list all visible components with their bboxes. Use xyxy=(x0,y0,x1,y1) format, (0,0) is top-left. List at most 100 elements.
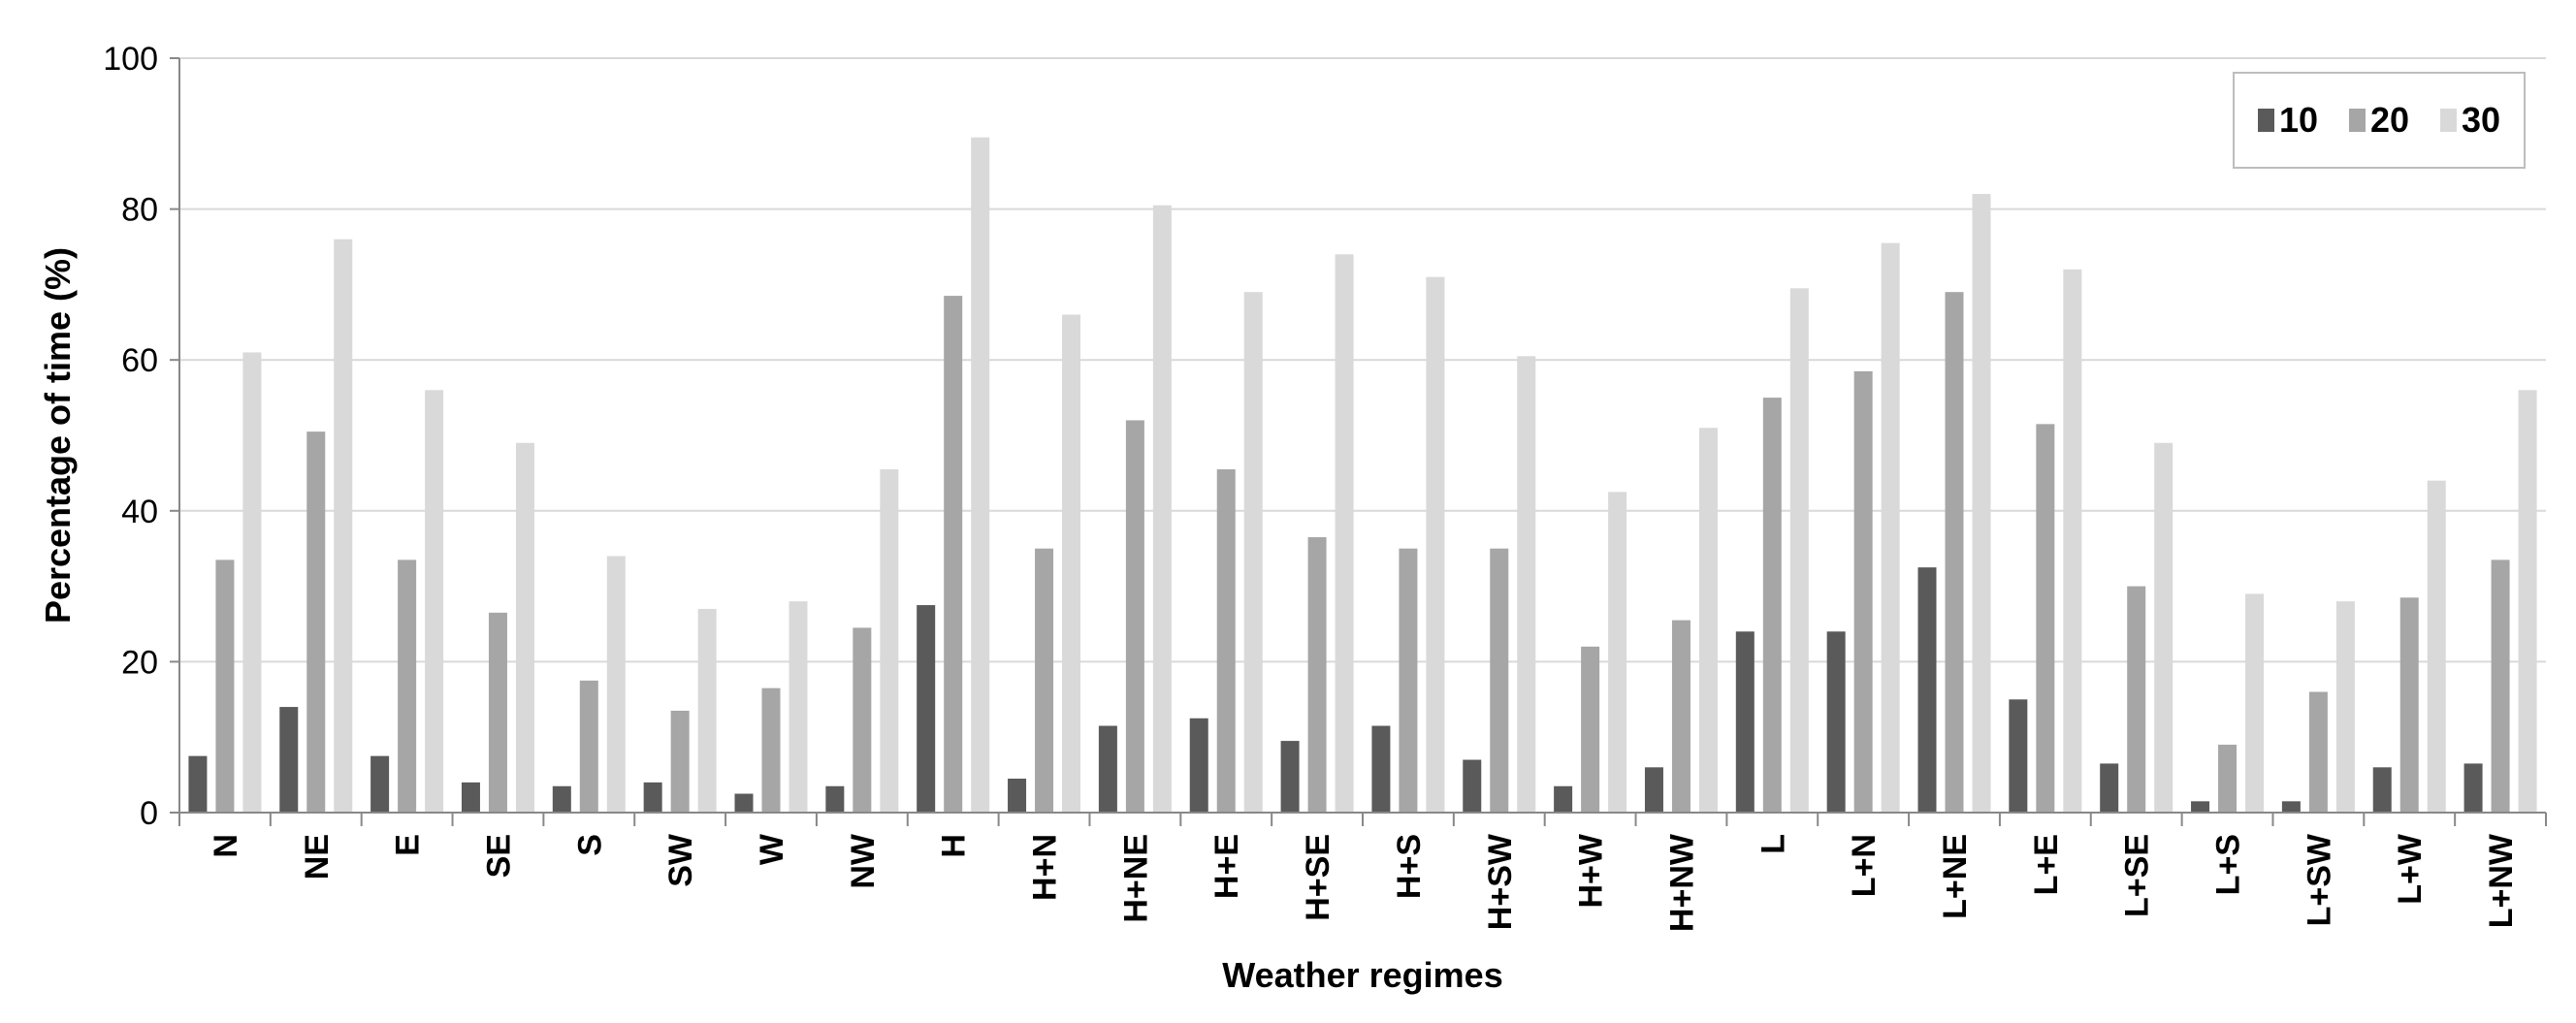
bar-H+NW-30 xyxy=(1698,428,1718,813)
x-tick-label: L+SE xyxy=(2119,834,2156,917)
bar-H+W-20 xyxy=(1581,646,1600,813)
bar-H+SE-20 xyxy=(1307,537,1327,813)
bar-SW-10 xyxy=(643,782,662,813)
legend-box xyxy=(2233,72,2526,169)
bar-L-30 xyxy=(1789,288,1809,813)
bar-L+N-30 xyxy=(1881,242,1900,814)
bar-H+NE-10 xyxy=(1098,725,1117,813)
bar-E-10 xyxy=(370,755,390,813)
bar-L-10 xyxy=(1735,631,1755,813)
bar-L+SE-30 xyxy=(2154,442,2174,813)
bar-H+E-10 xyxy=(1189,718,1208,813)
bar-H-30 xyxy=(971,137,990,813)
y-tick-label: 40 xyxy=(121,494,158,530)
bar-L+S-20 xyxy=(2218,744,2238,813)
bar-SW-30 xyxy=(697,608,717,813)
bar-H+S-30 xyxy=(1426,276,1445,813)
bar-H+E-30 xyxy=(1243,292,1263,813)
bar-NE-30 xyxy=(334,239,353,814)
bar-L+E-20 xyxy=(2036,424,2055,813)
bar-L+NE-30 xyxy=(1972,194,1991,814)
bar-S-20 xyxy=(579,680,598,813)
bar-H+W-10 xyxy=(1554,785,1573,813)
x-tick-label: S xyxy=(571,834,608,856)
gridlines xyxy=(179,57,2546,663)
bar-H+NE-20 xyxy=(1125,420,1144,813)
bar-N-30 xyxy=(242,352,262,813)
bar-H+E-20 xyxy=(1216,469,1236,813)
bar-H+S-10 xyxy=(1371,725,1391,813)
legend-label-10: 10 xyxy=(2279,100,2318,140)
bar-S-30 xyxy=(606,556,626,813)
bar-H+SW-30 xyxy=(1517,356,1536,813)
bar-S-10 xyxy=(552,785,571,813)
bar-NW-30 xyxy=(880,469,899,813)
y-tick-label: 100 xyxy=(103,41,158,78)
bar-H-10 xyxy=(917,605,936,813)
x-tick-label: SE xyxy=(480,834,517,878)
x-tick-label: H+SW xyxy=(1482,833,1519,930)
bar-H+N-30 xyxy=(1062,314,1081,813)
bar-H+NE-30 xyxy=(1152,205,1172,813)
x-tick-label: E xyxy=(390,834,427,856)
x-tick-label: N xyxy=(208,834,244,858)
x-tick-label: H+S xyxy=(1391,834,1428,899)
bar-NW-10 xyxy=(825,785,845,813)
legend-label-30: 30 xyxy=(2462,100,2500,140)
x-tick-label: H+E xyxy=(1208,834,1245,899)
bar-L+NE-20 xyxy=(1945,292,1964,813)
y-axis-ticks: 0 20 40 60 80 100 xyxy=(103,41,179,832)
bar-H+NW-10 xyxy=(1644,767,1663,813)
bar-SW-20 xyxy=(670,710,690,813)
x-tick-label: H xyxy=(936,834,973,858)
bar-L+SW-20 xyxy=(2308,691,2328,813)
bar-L+SW-10 xyxy=(2281,801,2301,813)
bar-L+S-30 xyxy=(2245,593,2265,813)
bar-SE-10 xyxy=(461,782,480,813)
bar-W-10 xyxy=(734,793,754,813)
bar-L+E-10 xyxy=(2009,699,2028,813)
bar-H+SE-30 xyxy=(1335,254,1354,813)
bar-NE-20 xyxy=(306,432,326,813)
bar-SE-30 xyxy=(515,442,534,813)
bar-H+N-10 xyxy=(1008,778,1027,813)
legend-swatch-20 xyxy=(2349,109,2366,132)
y-tick-label: 60 xyxy=(121,342,158,379)
x-tick-label: SW xyxy=(662,833,699,887)
bar-L+NW-30 xyxy=(2518,390,2537,813)
bar-W-20 xyxy=(761,687,781,813)
bar-H-20 xyxy=(944,296,963,813)
bar-N-20 xyxy=(215,559,235,813)
bar-L+SW-30 xyxy=(2335,601,2355,813)
legend: 10 20 30 xyxy=(2233,72,2526,169)
bar-NE-10 xyxy=(279,707,299,813)
x-tick-label: H+NW xyxy=(1663,833,1700,932)
x-tick-label: L+N xyxy=(1846,834,1883,897)
bar-H+N-20 xyxy=(1035,548,1054,813)
bar-L+NE-10 xyxy=(1917,567,1937,813)
bar-SE-20 xyxy=(488,612,507,813)
x-tick-label: L+SW xyxy=(2301,833,2337,926)
bar-H+S-20 xyxy=(1399,548,1418,813)
bar-L+N-20 xyxy=(1853,370,1873,813)
x-axis-title: Weather regimes xyxy=(1222,955,1502,995)
bar-L-20 xyxy=(1762,398,1782,813)
bar-H+W-30 xyxy=(1608,492,1627,813)
bar-L+N-10 xyxy=(1826,631,1846,813)
x-tick-label: NW xyxy=(845,833,882,889)
x-tick-label: H+SE xyxy=(1300,834,1336,921)
bar-L+SE-10 xyxy=(2100,763,2119,813)
bar-H+SW-20 xyxy=(1490,548,1509,813)
bar-H+SE-10 xyxy=(1280,741,1300,813)
y-axis-title: Percentage of time (%) xyxy=(38,247,78,623)
x-tick-label: W xyxy=(754,833,790,865)
bar-E-30 xyxy=(425,390,444,813)
bars xyxy=(188,137,2537,814)
legend-swatch-30 xyxy=(2440,109,2457,132)
x-tick-label: L+E xyxy=(2028,834,2065,895)
x-tick-label: L+S xyxy=(2210,834,2247,895)
bar-E-20 xyxy=(398,559,417,813)
bar-H+SW-10 xyxy=(1463,759,1482,813)
bar-W-30 xyxy=(789,601,808,813)
